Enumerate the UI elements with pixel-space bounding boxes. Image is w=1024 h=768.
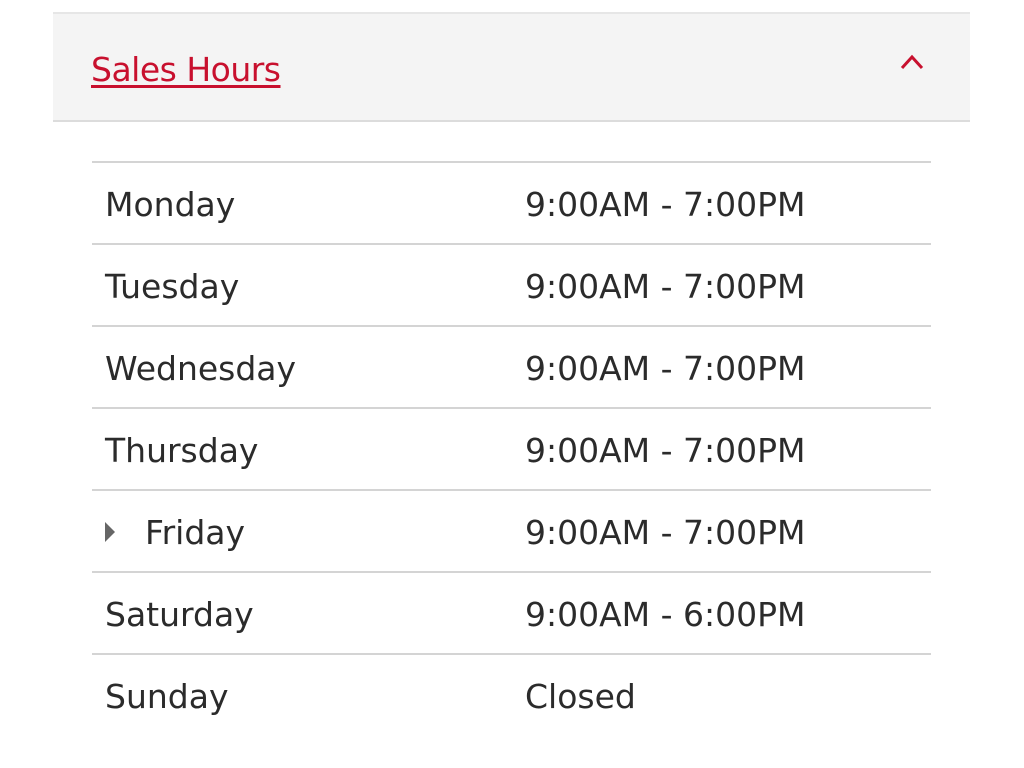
day-label: Friday — [145, 513, 246, 552]
hours-value: 9:00AM - 6:00PM — [525, 595, 806, 634]
sales-hours-accordion-header[interactable]: Sales Hours — [53, 12, 970, 122]
hours-row: Wednesday 9:00AM - 7:00PM — [92, 327, 931, 409]
day-label: Wednesday — [105, 349, 297, 388]
day-label: Saturday — [105, 595, 254, 634]
hours-table: Monday 9:00AM - 7:00PM Tuesday 9:00AM - 7:0… — [92, 161, 931, 735]
hours-value: 9:00AM - 7:00PM — [525, 185, 806, 224]
day-label: Monday — [105, 185, 236, 224]
hours-row: Thursday 9:00AM - 7:00PM — [92, 409, 931, 491]
hours-value: 9:00AM - 7:00PM — [525, 513, 806, 552]
hours-value: 9:00AM - 7:00PM — [525, 267, 806, 306]
hours-row: Tuesday 9:00AM - 7:00PM — [92, 245, 931, 327]
hours-row: Sunday Closed — [92, 655, 931, 735]
current-day-arrow-icon — [105, 522, 115, 542]
chevron-up-icon[interactable] — [899, 52, 925, 72]
hours-row: Saturday 9:00AM - 6:00PM — [92, 573, 931, 655]
day-label: Tuesday — [105, 267, 240, 306]
hours-row: Friday 9:00AM - 7:00PM — [92, 491, 931, 573]
hours-value: Closed — [525, 677, 636, 716]
day-label: Sunday — [105, 677, 229, 716]
sales-hours-title-link[interactable]: Sales Hours — [91, 50, 281, 89]
hours-value: 9:00AM - 7:00PM — [525, 349, 806, 388]
hours-row: Monday 9:00AM - 7:00PM — [92, 163, 931, 245]
hours-value: 9:00AM - 7:00PM — [525, 431, 806, 470]
day-label: Thursday — [105, 431, 259, 470]
